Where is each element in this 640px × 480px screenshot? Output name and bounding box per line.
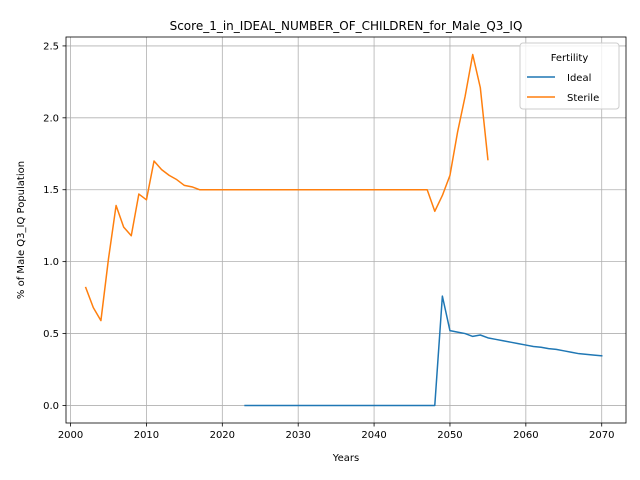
y-tick-label: 0.0 <box>43 401 59 412</box>
x-tick-label: 2060 <box>513 430 538 441</box>
y-tick-label: 2.0 <box>43 113 59 124</box>
y-axis-title: % of Male Q3_IQ Population <box>16 161 27 299</box>
y-tick-label: 1.0 <box>43 257 59 268</box>
x-tick-label: 2030 <box>285 430 310 441</box>
x-axis-ticks: 2000 2010 2020 2030 2040 2050 2060 2070 <box>58 423 614 441</box>
x-axis-title: Years <box>332 453 359 464</box>
series-layer <box>84 53 603 407</box>
plot-frame <box>65 36 627 424</box>
series-line-ideal <box>244 295 603 407</box>
y-tick-label: 2.5 <box>43 41 59 52</box>
x-tick-label: 2000 <box>58 430 83 441</box>
x-tick-label: 2040 <box>361 430 386 441</box>
x-tick-label: 2070 <box>589 430 614 441</box>
y-tick-label: 0.5 <box>43 329 59 340</box>
x-tick-label: 2050 <box>437 430 462 441</box>
x-tick-label: 2020 <box>210 430 235 441</box>
legend: Fertility Ideal Sterile <box>519 42 620 110</box>
legend-label-sterile: Sterile <box>567 93 599 104</box>
y-axis-ticks: 0.0 0.5 1.0 1.5 2.0 2.5 <box>43 41 66 412</box>
y-tick-label: 1.5 <box>43 185 59 196</box>
x-tick-label: 2010 <box>134 430 159 441</box>
legend-box <box>519 42 620 110</box>
chart-title: Score_1_in_IDEAL_NUMBER_OF_CHILDREN_for_… <box>170 19 523 33</box>
series-line-sterile <box>84 53 489 322</box>
legend-title: Fertility <box>551 53 589 64</box>
legend-label-ideal: Ideal <box>567 73 591 84</box>
